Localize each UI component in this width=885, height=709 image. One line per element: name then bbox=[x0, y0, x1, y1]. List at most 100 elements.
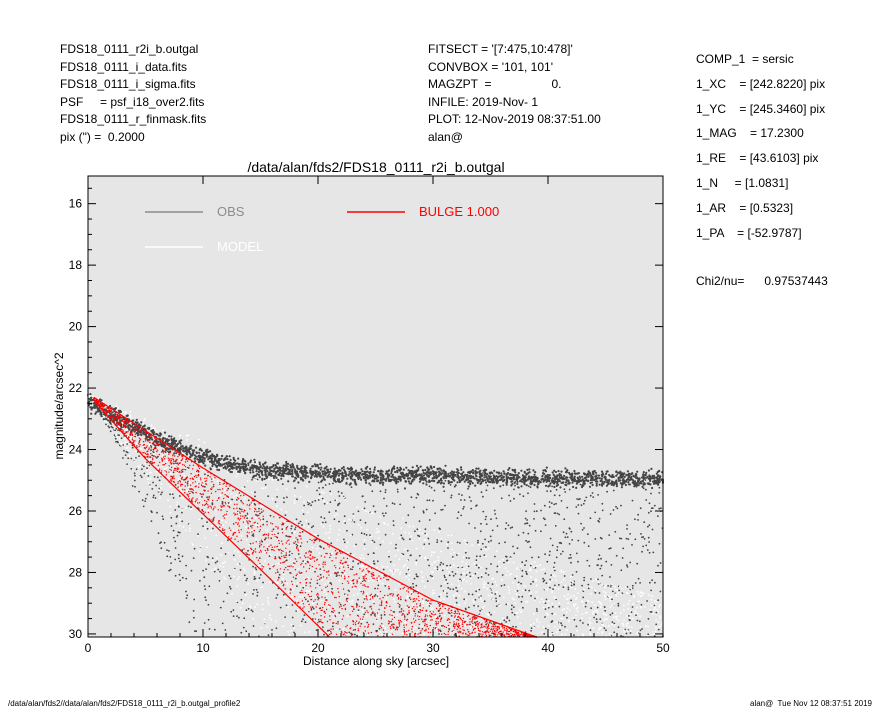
model-point bbox=[470, 583, 472, 585]
model-point bbox=[543, 626, 545, 628]
obs-point bbox=[182, 448, 184, 450]
obs-point bbox=[212, 557, 214, 559]
model-point bbox=[576, 630, 578, 632]
obs-point bbox=[532, 581, 534, 583]
model-point bbox=[341, 565, 343, 567]
model-point bbox=[141, 443, 143, 445]
obs-point bbox=[459, 476, 461, 478]
obs-point bbox=[138, 491, 140, 493]
obs-point bbox=[297, 539, 299, 541]
obs-point bbox=[450, 497, 452, 499]
model-point bbox=[489, 589, 491, 591]
obs-point bbox=[428, 565, 430, 567]
obs-point bbox=[446, 565, 448, 567]
obs-point bbox=[251, 465, 253, 467]
model-point bbox=[287, 606, 289, 608]
obs-point bbox=[608, 534, 610, 536]
obs-point bbox=[346, 530, 348, 532]
model-point bbox=[658, 621, 660, 623]
model-point bbox=[539, 601, 541, 603]
obs-point bbox=[385, 512, 387, 514]
obs-point bbox=[141, 476, 143, 478]
model-point bbox=[321, 579, 323, 581]
obs-point bbox=[576, 483, 578, 485]
obs-point bbox=[223, 601, 225, 603]
obs-point bbox=[271, 466, 273, 468]
obs-point bbox=[306, 472, 308, 474]
obs-point bbox=[621, 486, 623, 488]
obs-point bbox=[265, 468, 267, 470]
obs-point bbox=[565, 484, 567, 486]
model-point bbox=[415, 627, 417, 629]
model-point bbox=[131, 437, 133, 439]
obs-point bbox=[231, 464, 233, 466]
model-point bbox=[457, 571, 459, 573]
obs-point bbox=[585, 606, 587, 608]
obs-point bbox=[264, 478, 266, 480]
model-point bbox=[508, 562, 510, 564]
model-point bbox=[502, 617, 504, 619]
model-point bbox=[343, 628, 345, 630]
obs-point bbox=[193, 599, 195, 601]
obs-point bbox=[557, 546, 559, 548]
obs-point bbox=[431, 576, 433, 578]
obs-point bbox=[506, 617, 508, 619]
obs-point bbox=[508, 477, 510, 479]
obs-point bbox=[157, 477, 159, 479]
obs-point bbox=[254, 576, 256, 578]
model-point bbox=[260, 587, 262, 589]
model-point bbox=[536, 585, 538, 587]
obs-point bbox=[428, 538, 430, 540]
model-point bbox=[656, 609, 658, 611]
obs-point bbox=[422, 479, 424, 481]
obs-point bbox=[233, 615, 235, 617]
model-point bbox=[217, 480, 219, 482]
model-point bbox=[466, 581, 468, 583]
obs-point bbox=[636, 563, 638, 565]
obs-point bbox=[396, 470, 398, 472]
obs-point bbox=[305, 621, 307, 623]
model-point bbox=[538, 625, 540, 627]
obs-point bbox=[630, 473, 632, 475]
obs-point bbox=[394, 503, 396, 505]
obs-point bbox=[449, 588, 451, 590]
obs-point bbox=[227, 539, 229, 541]
obs-point bbox=[364, 471, 366, 473]
obs-point bbox=[250, 460, 252, 462]
obs-point bbox=[214, 629, 216, 631]
obs-point bbox=[297, 481, 299, 483]
obs-point bbox=[373, 623, 375, 625]
model-point bbox=[657, 611, 659, 613]
model-point bbox=[216, 557, 218, 559]
model-point bbox=[615, 612, 617, 614]
model-point bbox=[648, 594, 650, 596]
model-point bbox=[182, 508, 184, 510]
obs-point bbox=[485, 519, 487, 521]
obs-point bbox=[196, 458, 198, 460]
model-point bbox=[592, 627, 594, 629]
obs-point bbox=[243, 463, 245, 465]
obs-point bbox=[189, 445, 191, 447]
model-point bbox=[282, 578, 284, 580]
obs-point bbox=[595, 480, 597, 482]
model-point bbox=[614, 624, 616, 626]
obs-point bbox=[657, 471, 659, 473]
model-point bbox=[104, 416, 106, 418]
obs-point bbox=[329, 491, 331, 493]
obs-point bbox=[505, 556, 507, 558]
obs-point bbox=[596, 564, 598, 566]
obs-point bbox=[442, 563, 444, 565]
obs-point bbox=[400, 599, 402, 601]
model-point bbox=[146, 473, 148, 475]
obs-point bbox=[204, 622, 206, 624]
model-point bbox=[346, 541, 348, 543]
obs-point bbox=[236, 615, 238, 617]
model-point bbox=[294, 500, 296, 502]
model-point bbox=[637, 633, 639, 635]
obs-point bbox=[641, 486, 643, 488]
model-point bbox=[589, 586, 591, 588]
obs-point bbox=[360, 623, 362, 625]
obs-point bbox=[112, 427, 114, 429]
obs-point bbox=[396, 467, 398, 469]
obs-point bbox=[599, 592, 601, 594]
